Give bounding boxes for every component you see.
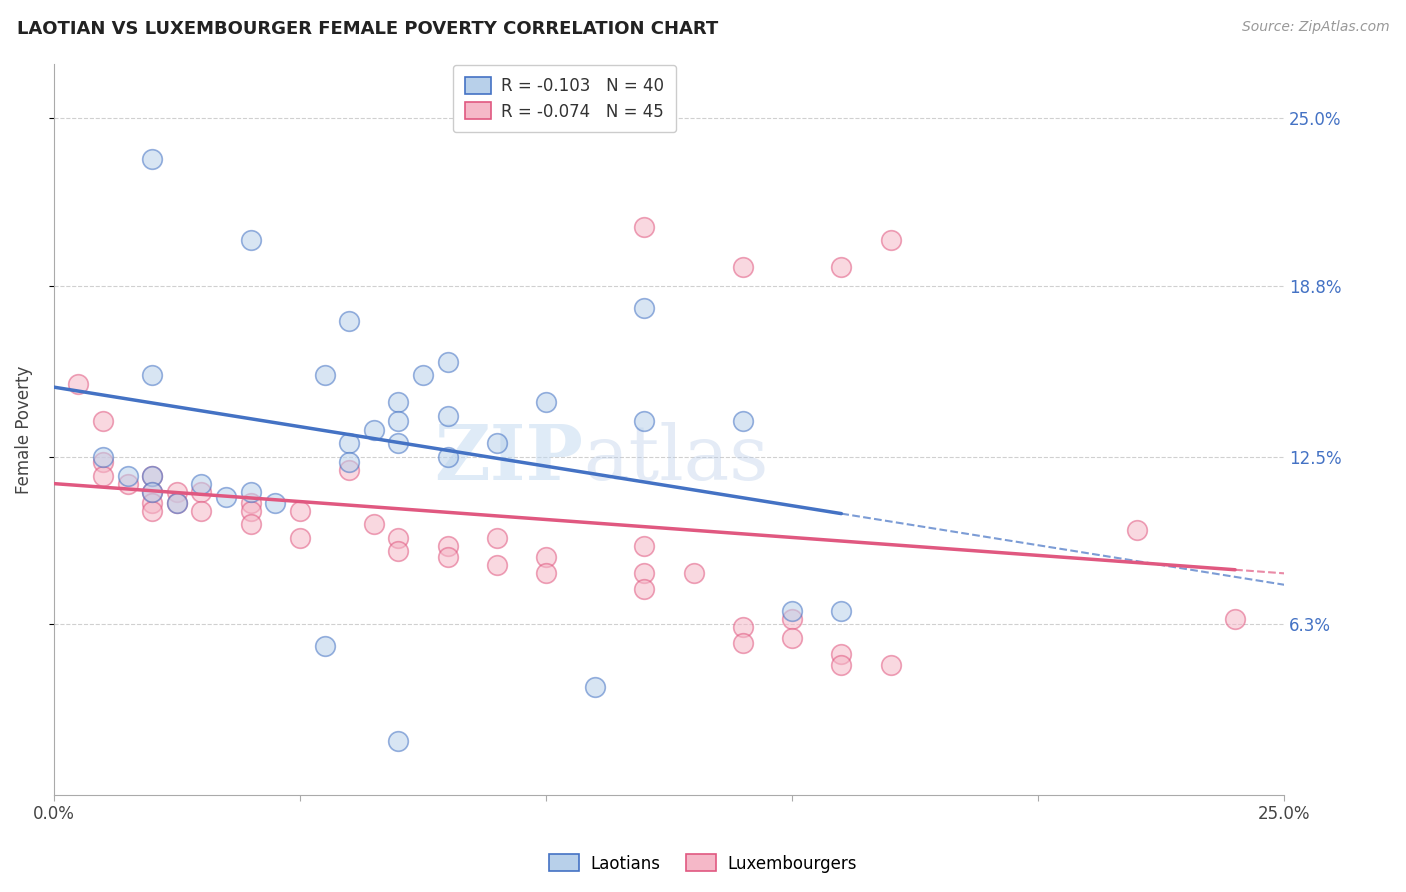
Point — [633, 539, 655, 553]
Point — [633, 219, 655, 234]
Point — [239, 504, 262, 518]
Y-axis label: Female Poverty: Female Poverty — [15, 366, 32, 494]
Point — [583, 680, 606, 694]
Point — [91, 414, 114, 428]
Point — [731, 620, 754, 634]
Point — [731, 414, 754, 428]
Point — [633, 582, 655, 597]
Point — [337, 455, 360, 469]
Point — [239, 496, 262, 510]
Point — [830, 604, 852, 618]
Point — [215, 490, 238, 504]
Point — [780, 631, 803, 645]
Point — [387, 436, 409, 450]
Point — [239, 517, 262, 532]
Point — [190, 484, 212, 499]
Point — [780, 604, 803, 618]
Point — [288, 504, 311, 518]
Point — [830, 260, 852, 274]
Point — [387, 734, 409, 748]
Point — [363, 423, 385, 437]
Point — [436, 355, 458, 369]
Point — [780, 612, 803, 626]
Point — [436, 450, 458, 464]
Point — [436, 409, 458, 423]
Point — [534, 566, 557, 580]
Point — [1223, 612, 1246, 626]
Point — [436, 539, 458, 553]
Point — [485, 531, 508, 545]
Point — [288, 531, 311, 545]
Point — [534, 395, 557, 409]
Point — [534, 549, 557, 564]
Point — [387, 414, 409, 428]
Text: Source: ZipAtlas.com: Source: ZipAtlas.com — [1241, 20, 1389, 34]
Point — [633, 566, 655, 580]
Point — [190, 476, 212, 491]
Point — [117, 476, 139, 491]
Point — [239, 233, 262, 247]
Point — [239, 484, 262, 499]
Point — [337, 436, 360, 450]
Point — [387, 395, 409, 409]
Point — [485, 436, 508, 450]
Legend: Laotians, Luxembourgers: Laotians, Luxembourgers — [543, 847, 863, 880]
Point — [731, 636, 754, 650]
Point — [387, 544, 409, 558]
Point — [337, 463, 360, 477]
Point — [879, 233, 901, 247]
Point — [314, 639, 336, 653]
Point — [141, 484, 163, 499]
Point — [830, 658, 852, 673]
Point — [166, 496, 188, 510]
Point — [337, 314, 360, 328]
Point — [412, 368, 434, 383]
Text: ZIP: ZIP — [434, 422, 583, 496]
Point — [91, 455, 114, 469]
Point — [141, 368, 163, 383]
Point — [485, 558, 508, 572]
Point — [633, 301, 655, 315]
Point — [879, 658, 901, 673]
Point — [682, 566, 704, 580]
Point — [288, 16, 311, 30]
Point — [91, 450, 114, 464]
Text: LAOTIAN VS LUXEMBOURGER FEMALE POVERTY CORRELATION CHART: LAOTIAN VS LUXEMBOURGER FEMALE POVERTY C… — [17, 20, 718, 37]
Point — [190, 504, 212, 518]
Legend: R = -0.103   N = 40, R = -0.074   N = 45: R = -0.103 N = 40, R = -0.074 N = 45 — [453, 65, 676, 132]
Point — [141, 484, 163, 499]
Point — [166, 484, 188, 499]
Point — [67, 376, 90, 391]
Point — [141, 468, 163, 483]
Point — [141, 152, 163, 166]
Point — [633, 414, 655, 428]
Point — [264, 496, 287, 510]
Point — [117, 468, 139, 483]
Point — [731, 260, 754, 274]
Point — [166, 496, 188, 510]
Text: atlas: atlas — [583, 422, 768, 496]
Point — [314, 368, 336, 383]
Point — [141, 468, 163, 483]
Point — [387, 531, 409, 545]
Point — [141, 504, 163, 518]
Point — [363, 517, 385, 532]
Point — [91, 468, 114, 483]
Point — [141, 496, 163, 510]
Point — [436, 549, 458, 564]
Point — [1125, 523, 1147, 537]
Point — [830, 647, 852, 661]
